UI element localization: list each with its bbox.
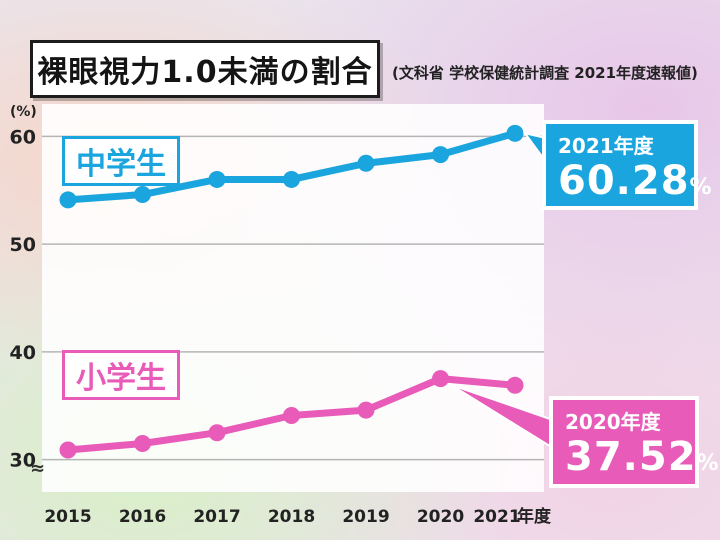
x-tick-label: 2021 (473, 507, 520, 527)
data-point (432, 370, 449, 388)
data-point (134, 186, 151, 204)
x-tick-label: 2019 (342, 507, 389, 527)
y-tick-label: 50 (10, 234, 36, 256)
axis-break-symbol: ≈ (30, 458, 45, 479)
series-label-junior-high: 中学生 (62, 136, 180, 186)
x-tick-label: 2018 (268, 507, 315, 527)
data-point (357, 401, 375, 419)
x-tick-label: 2017 (193, 507, 240, 527)
chart-title: 裸眼視力1.0未満の割合 (30, 40, 380, 98)
data-point (357, 154, 375, 172)
callout-year: 2020年度 (565, 410, 661, 434)
y-tick-label: 30 (10, 450, 36, 472)
x-tick-label: 2015 (44, 507, 91, 527)
y-tick-label: 60 (10, 126, 36, 148)
callout-value: 37.52% (565, 434, 720, 480)
data-point (283, 170, 300, 188)
data-point (506, 376, 524, 394)
data-point (283, 406, 300, 424)
callout-value: 60.28% (558, 158, 713, 204)
data-point (208, 424, 226, 442)
callout-junior-high-2021: 2021年度 60.28% (544, 122, 712, 208)
x-tick-label: 2016 (119, 507, 166, 527)
callout-year: 2021年度 (558, 134, 654, 158)
x-tick-label: 2020 (417, 507, 464, 527)
y-tick-label: 40 (10, 342, 36, 364)
series-label-elementary: 小学生 (62, 350, 180, 400)
callout-elementary-2020: 2020年度 37.52% (551, 398, 719, 486)
data-point (59, 191, 77, 209)
data-point (134, 435, 151, 452)
y-axis-unit: (%) (10, 104, 37, 120)
x-axis-suffix: 年度 (517, 506, 552, 527)
data-point (506, 124, 524, 142)
data-point (59, 441, 77, 459)
data-point (432, 146, 449, 164)
data-point (208, 170, 226, 188)
chart-source: (文科省 学校保健統計調査 2021年度速報値) (392, 64, 698, 82)
